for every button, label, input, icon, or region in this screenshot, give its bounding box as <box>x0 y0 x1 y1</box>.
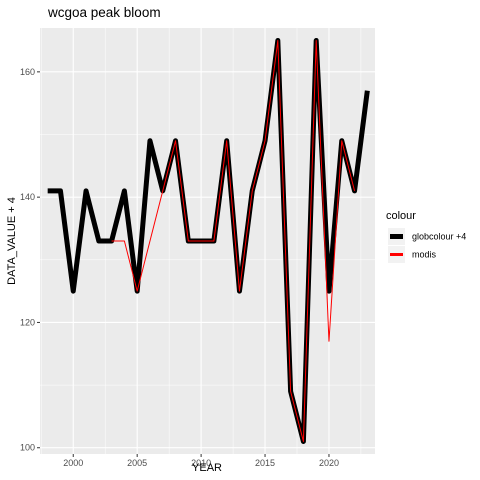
y-axis: 100 120 140 160 <box>20 67 40 453</box>
y-tick-label: 120 <box>20 317 35 327</box>
legend: colour globcolour +4 modis <box>386 210 466 263</box>
legend-label: modis <box>412 250 437 260</box>
x-tick-label: 2005 <box>127 458 147 468</box>
x-tick-label: 2000 <box>63 458 83 468</box>
chart-title: wcgoa peak bloom <box>47 5 161 20</box>
x-tick-label: 2020 <box>319 458 339 468</box>
legend-title: colour <box>386 210 416 222</box>
y-tick-label: 140 <box>20 192 35 202</box>
legend-label: globcolour +4 <box>412 232 466 242</box>
y-axis-title: DATA_VALUE + 4 <box>6 197 18 285</box>
y-tick-label: 160 <box>20 67 35 77</box>
x-tick-label: 2015 <box>255 458 275 468</box>
x-axis-title: YEAR <box>192 462 222 474</box>
y-tick-label: 100 <box>20 443 35 453</box>
